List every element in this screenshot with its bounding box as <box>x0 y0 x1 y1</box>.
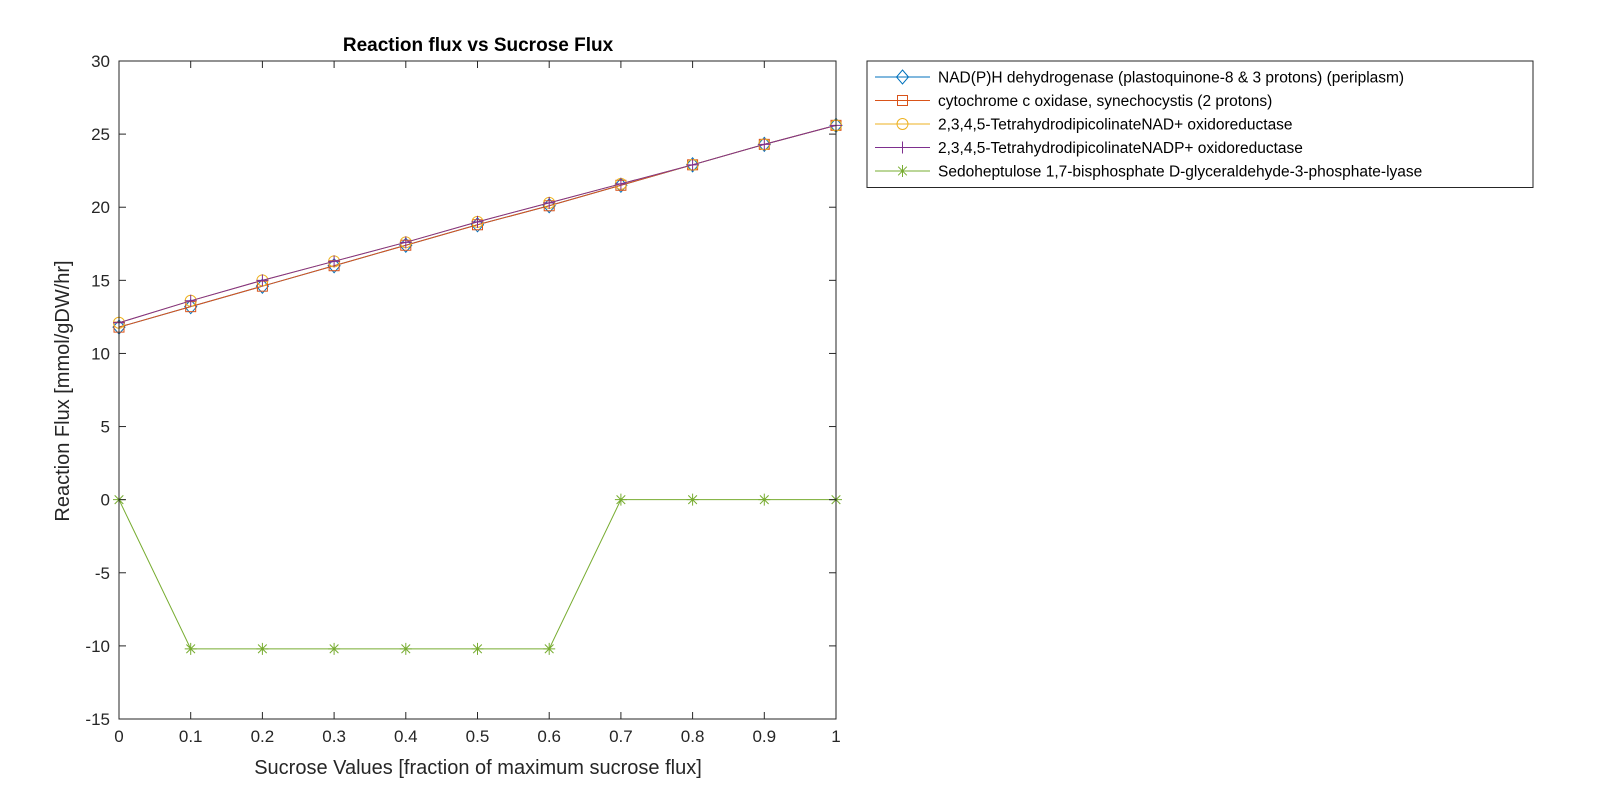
x-axis-label: Sucrose Values [fraction of maximum sucr… <box>254 757 702 779</box>
legend-label: Sedoheptulose 1,7-bisphosphate D-glycera… <box>938 164 1422 181</box>
legend-marker <box>897 95 908 106</box>
x-tick-label: 0.7 <box>609 727 633 746</box>
y-tick-label: -15 <box>85 710 110 729</box>
legend-label: NAD(P)H dehydrogenase (plastoquinone-8 &… <box>938 70 1404 87</box>
x-tick-label: 0.6 <box>537 727 561 746</box>
x-tick-label: 0.8 <box>681 727 705 746</box>
y-tick-label: 0 <box>101 491 110 510</box>
series-layer <box>112 117 843 655</box>
y-tick-label: -5 <box>95 564 110 583</box>
data-point <box>399 642 412 655</box>
data-point <box>399 236 412 249</box>
legend-entry: Sedoheptulose 1,7-bisphosphate D-glycera… <box>875 164 1422 181</box>
data-point <box>685 157 700 173</box>
x-tick-label: 0.4 <box>394 727 418 746</box>
data-point <box>757 136 771 153</box>
x-tick-label: 0.9 <box>752 727 776 746</box>
y-tick-label: 20 <box>91 198 110 217</box>
data-point <box>327 257 341 274</box>
legend-entry: 2,3,4,5-TetrahydrodipicolinateNADP+ oxid… <box>875 140 1303 157</box>
data-point <box>470 217 485 233</box>
data-point <box>686 493 699 506</box>
x-tick-label: 0.1 <box>179 727 203 746</box>
data-point <box>328 255 341 268</box>
y-tick-label: -10 <box>85 637 110 656</box>
data-point <box>758 493 771 506</box>
plot-background <box>119 61 836 719</box>
y-tick-label: 10 <box>91 344 110 363</box>
legend-label: 2,3,4,5-TetrahydrodipicolinateNADP+ oxid… <box>938 140 1303 157</box>
legend-marker <box>896 141 909 154</box>
legend-label: cytochrome c oxidase, synechocystis (2 p… <box>938 93 1272 110</box>
y-axis-label: Reaction Flux [mmol/gDW/hr] <box>52 260 74 521</box>
data-point <box>614 177 627 190</box>
legend-marker <box>896 165 909 177</box>
data-point <box>686 158 699 171</box>
legend-label: 2,3,4,5-TetrahydrodipicolinateNAD+ oxido… <box>938 117 1293 134</box>
data-point <box>471 215 484 228</box>
data-point <box>543 642 556 655</box>
legend-entry: cytochrome c oxidase, synechocystis (2 p… <box>875 93 1272 110</box>
x-tick-label: 0 <box>114 727 123 746</box>
data-point <box>471 642 484 655</box>
y-tick-label: 15 <box>91 271 110 290</box>
x-tick-label: 0.3 <box>322 727 346 746</box>
y-tick-label: 5 <box>101 418 110 437</box>
data-point <box>256 642 269 655</box>
legend-entry: 2,3,4,5-TetrahydrodipicolinateNAD+ oxido… <box>875 117 1293 134</box>
data-point <box>184 294 197 307</box>
x-tick-label: 0.2 <box>251 727 275 746</box>
data-point <box>256 274 269 287</box>
legend-marker <box>896 118 909 130</box>
legend-box <box>866 60 1534 188</box>
data-point <box>614 493 627 506</box>
data-point <box>758 138 771 151</box>
legend-marker <box>895 69 910 85</box>
data-point <box>328 642 341 655</box>
axes: 0 0.1 0.2 0.3 0.4 0.5 0.6 0.7 0.8 0.9 1 -15 -10 -5 0 5 1… <box>85 52 840 746</box>
y-tick-label: 25 <box>91 125 110 144</box>
chart-title: Reaction flux vs Sucrose Flux <box>343 35 614 56</box>
x-tick-label: 1 <box>831 727 840 746</box>
y-tick-label: 30 <box>91 52 110 71</box>
legend-entry: NAD(P)H dehydrogenase (plastoquinone-8 &… <box>875 69 1404 87</box>
legend: NAD(P)H dehydrogenase (plastoquinone-8 &… <box>866 60 1534 188</box>
data-point <box>543 196 556 209</box>
plot-area <box>119 61 836 719</box>
x-tick-label: 0.5 <box>466 727 490 746</box>
data-point <box>184 642 197 655</box>
